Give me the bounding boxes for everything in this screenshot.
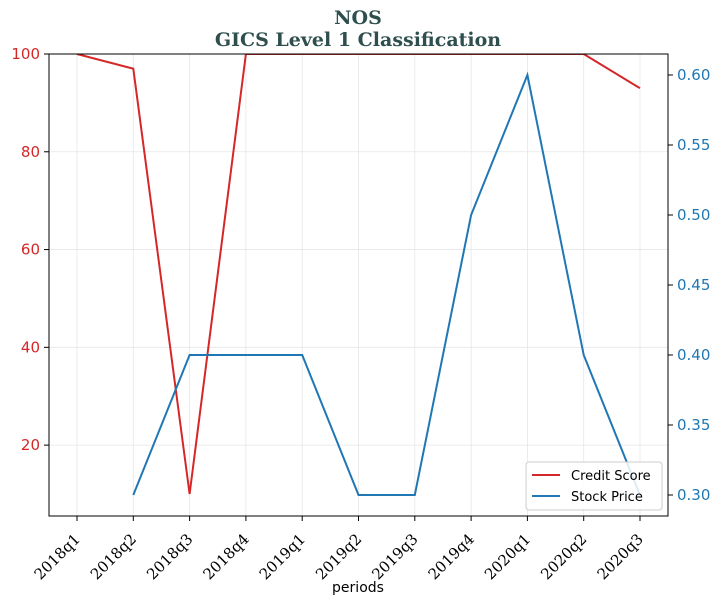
x-tick-label: 2018q2: [87, 530, 140, 583]
right-axis: 0.30 0.35 0.40 0.45 0.50 0.55 0.60: [668, 66, 710, 504]
x-tick-label: 2018q1: [31, 530, 84, 583]
x-tick-label: 2019q1: [256, 530, 309, 583]
right-tick-label: 0.30: [677, 486, 710, 504]
x-tick-label: 2018q4: [199, 530, 252, 583]
series-line-stock-price: [132, 71, 641, 496]
right-tick-label: 0.45: [677, 276, 710, 294]
right-tick-label: 0.50: [677, 206, 710, 224]
x-tick-label: 2020q2: [537, 530, 590, 583]
left-tick-label: 20: [21, 436, 40, 454]
right-tick-label: 0.55: [677, 136, 710, 154]
right-tick-label: 0.60: [677, 66, 710, 84]
x-axis: 2018q1 2018q2 2018q3 2018q4 2019q1 2019q2 2019…: [31, 516, 647, 583]
chart-title: NOS: [334, 7, 382, 29]
x-tick-label: 2019q2: [312, 530, 365, 583]
left-tick-label: 60: [21, 241, 40, 259]
legend-label-credit-score: Credit Score: [571, 469, 651, 484]
x-axis-label: periods: [332, 580, 384, 596]
legend-label-stock-price: Stock Price: [571, 490, 643, 505]
left-tick-label: 80: [21, 143, 40, 161]
right-tick-label: 0.35: [677, 416, 710, 434]
left-axis: 20 40 60 80 100: [11, 45, 49, 454]
chart-subtitle: GICS Level 1 Classification: [215, 29, 501, 51]
x-tick-label: 2019q3: [368, 530, 421, 583]
x-tick-label: 2020q1: [481, 530, 534, 583]
left-tick-label: 100: [11, 45, 40, 63]
series-line-credit-score: [76, 54, 641, 495]
x-tick-label: 2020q3: [594, 530, 647, 583]
legend: Credit Score Stock Price: [525, 461, 663, 511]
grid-lines: [49, 53, 668, 516]
right-tick-label: 0.40: [677, 346, 710, 364]
plot-lines: [76, 54, 641, 496]
x-tick-label: 2018q3: [143, 530, 196, 583]
left-tick-label: 40: [21, 338, 40, 356]
x-tick-label: 2019q4: [425, 530, 478, 583]
